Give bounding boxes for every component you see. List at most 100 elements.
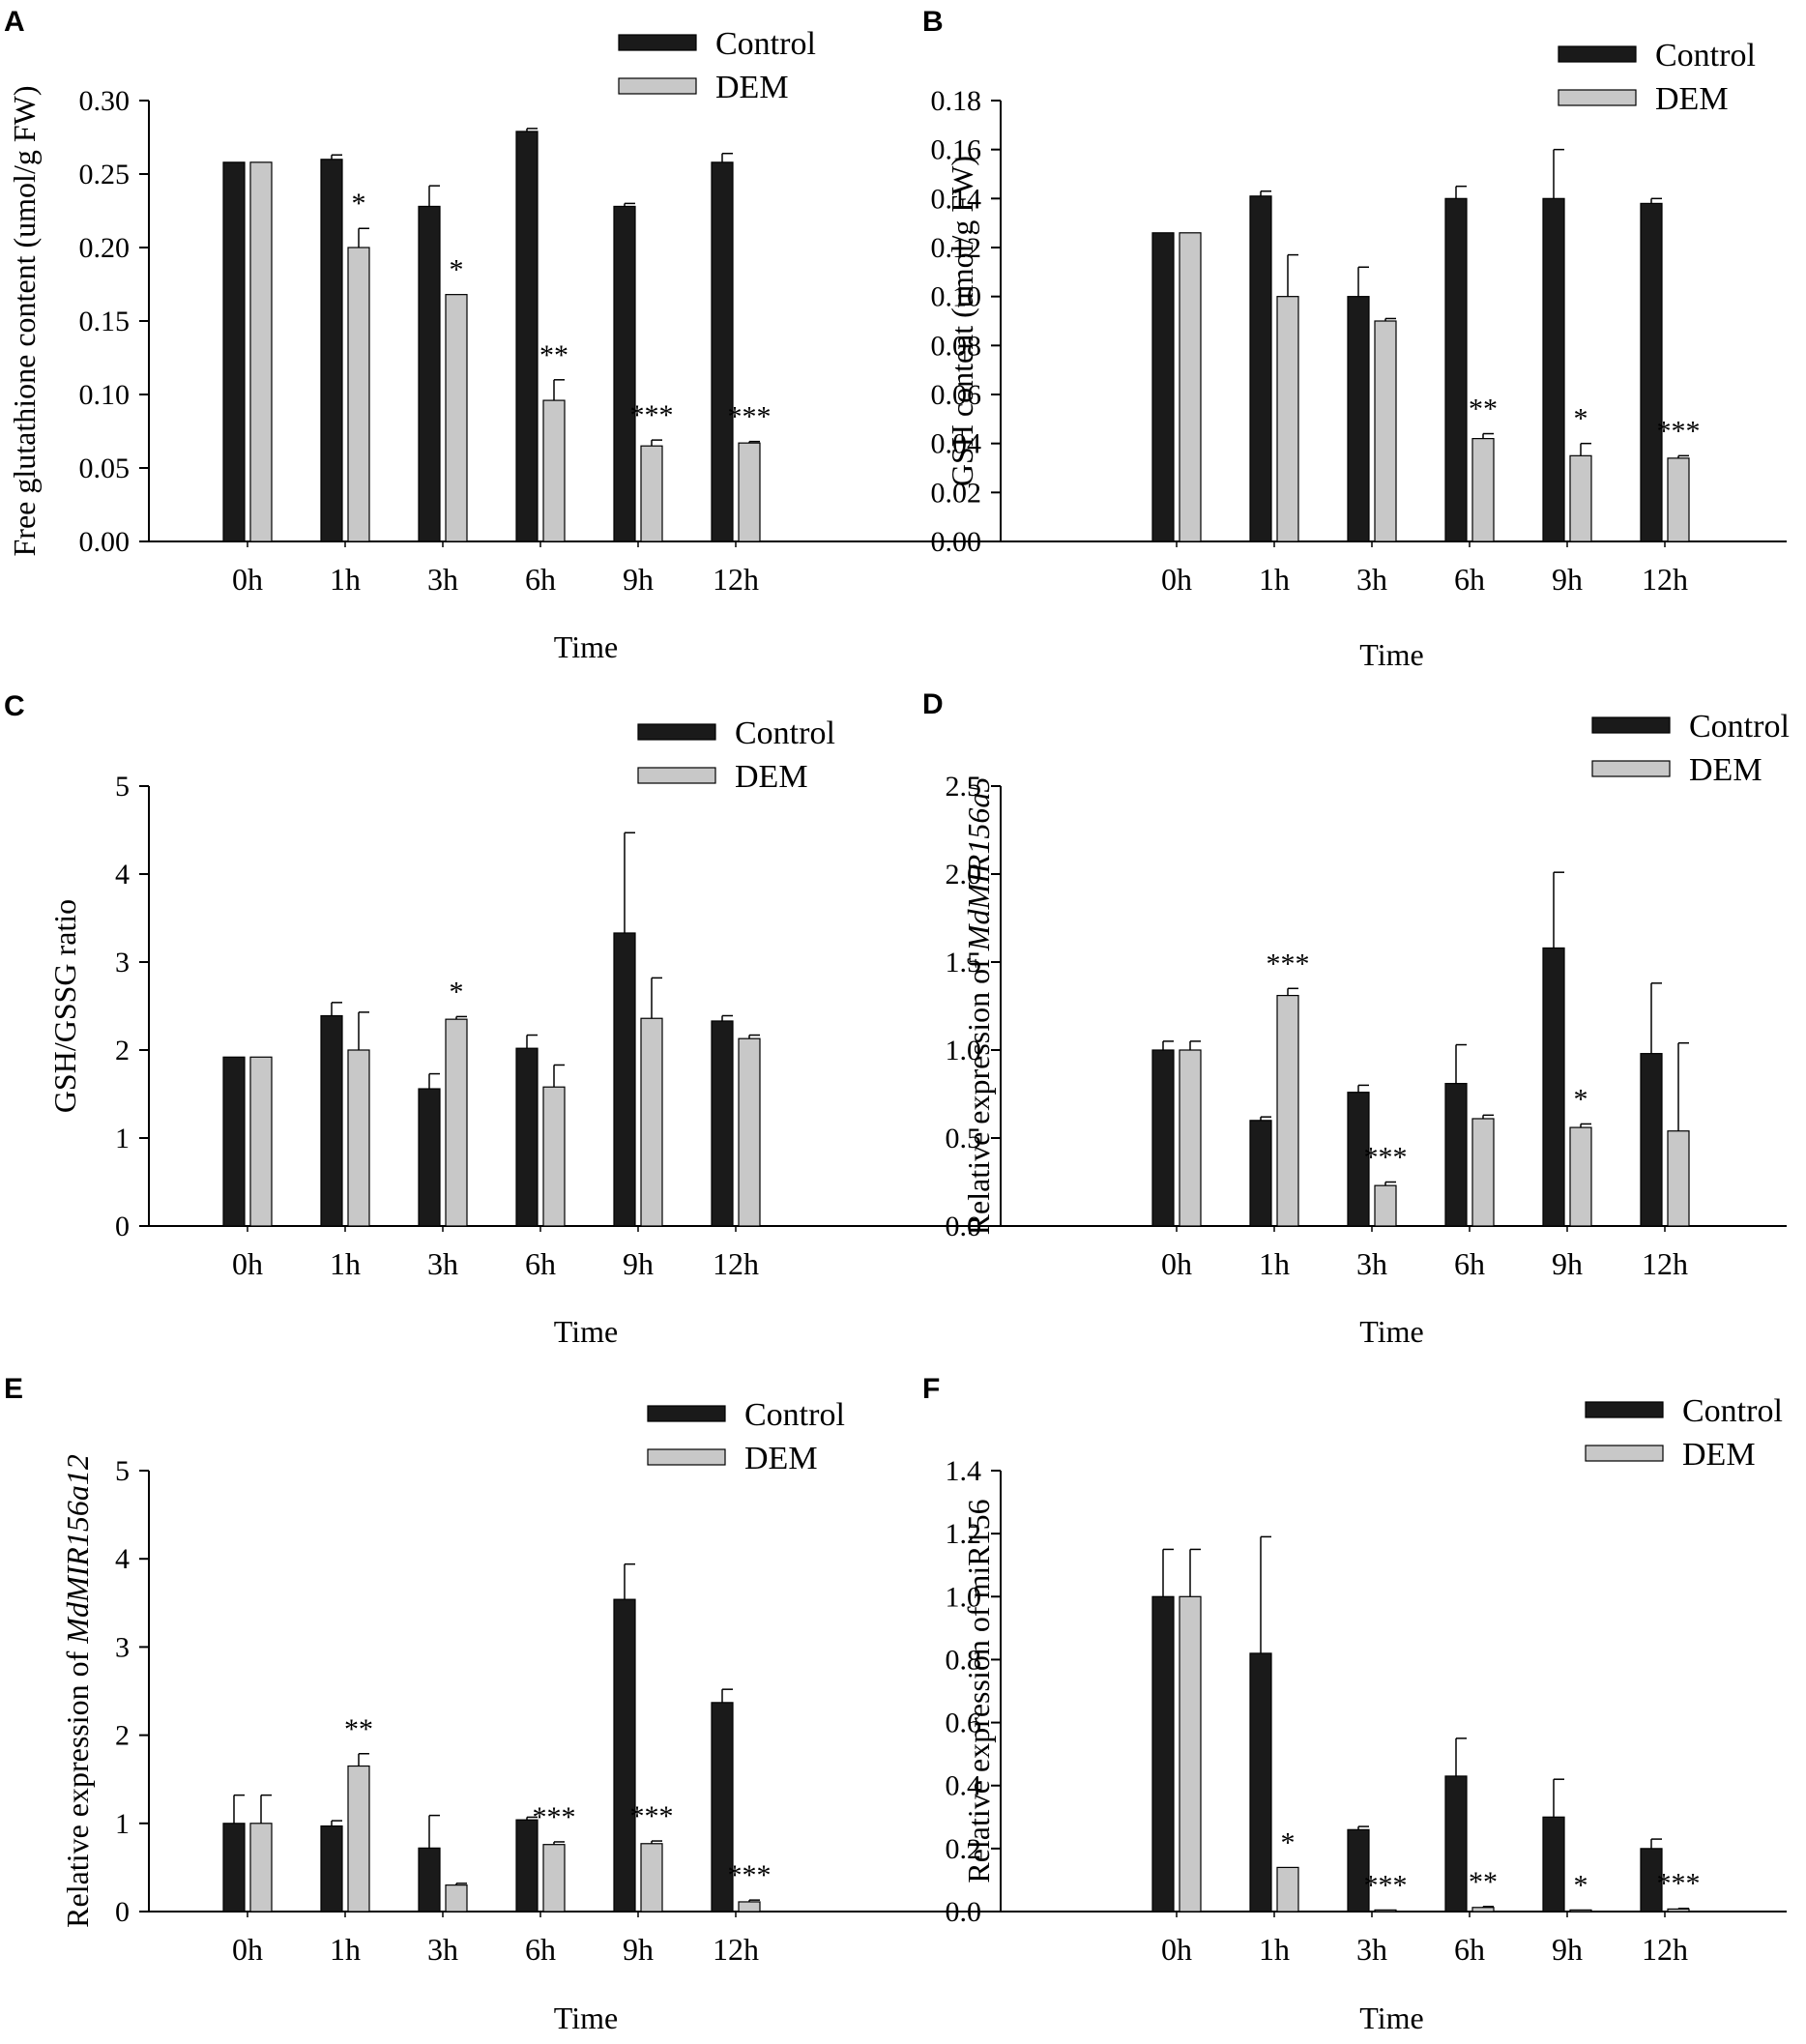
bar-control-6h: [1444, 1775, 1468, 1913]
legend-swatch-dem: [647, 1448, 726, 1466]
bar-dem-1h: [1276, 994, 1299, 1227]
x-category-label: 9h: [623, 1246, 654, 1281]
bar-dem-12h: [738, 442, 761, 542]
significance-label: **: [344, 1713, 373, 1745]
x-category-label: 9h: [1552, 1246, 1583, 1281]
y-tick-label: 1: [115, 1123, 130, 1154]
x-category-label: 6h: [1454, 562, 1485, 597]
y-tick-label: 4: [115, 859, 130, 891]
bar-dem-6h: [1471, 1907, 1495, 1913]
panel-letter: A: [4, 6, 25, 38]
legend-label-dem: DEM: [1682, 1437, 1756, 1473]
legend-swatch-control: [1585, 1401, 1664, 1418]
bar-control-12h: [1640, 202, 1663, 542]
y-tick-label: 0.18: [931, 85, 982, 117]
y-tick-label: 0.00: [79, 526, 131, 558]
bar-dem-12h: [1667, 1908, 1690, 1913]
y-axis-title-text: Free glutathione content (umol/g FW): [7, 86, 42, 557]
y-axis-title: Relative expression of MdMIR156a5: [961, 777, 996, 1236]
legend-label-control: Control: [1682, 1393, 1783, 1429]
x-category-label: 0h: [232, 1246, 263, 1281]
x-category-label: 0h: [232, 1932, 263, 1967]
bar-control-3h: [418, 1088, 441, 1227]
x-category-label: 12h: [1642, 562, 1688, 597]
panel-letter: C: [4, 690, 25, 722]
legend-swatch-dem: [1558, 89, 1637, 106]
panel-letter: D: [922, 688, 944, 720]
significance-label: *: [352, 188, 366, 219]
y-axis-title-italic: MdMIR156a12: [60, 1454, 95, 1645]
legend-label-dem: DEM: [1689, 752, 1762, 788]
legend-swatch-control: [637, 723, 716, 741]
significance-label: ***: [1657, 1868, 1701, 1900]
bar-dem-12h: [738, 1037, 761, 1227]
y-tick-label: 0.05: [79, 453, 131, 484]
significance-label: *: [450, 254, 464, 286]
x-category-label: 3h: [1356, 562, 1387, 597]
legend-swatch-control: [647, 1405, 726, 1422]
y-tick-label: 0.02: [931, 477, 982, 509]
panel-c: C 0 1 2 3 4 5 GSH/GSSG ratio Time 0h 1h 3h * 6h 9h 12h C…: [4, 690, 1027, 1349]
significance-label: *: [1281, 1826, 1296, 1858]
bar-dem-1h: [347, 247, 370, 542]
bar-dem-3h: [1374, 320, 1397, 542]
legend-label-control: Control: [735, 715, 835, 751]
bar-dem-0h: [249, 1823, 273, 1913]
bar-dem-1h: [347, 1049, 370, 1227]
x-category-label: 12h: [713, 1932, 759, 1967]
bar-dem-3h: [445, 294, 468, 542]
x-category-label: 3h: [1356, 1246, 1387, 1281]
bar-dem-9h: [640, 1843, 663, 1913]
bar-dem-1h: [1276, 296, 1299, 542]
x-category-label: 1h: [1259, 562, 1290, 597]
x-category-label: 9h: [623, 562, 654, 597]
y-tick-label: 0: [115, 1896, 130, 1928]
x-category-label: 1h: [330, 1246, 361, 1281]
x-category-label: 1h: [330, 1932, 361, 1967]
bar-dem-9h: [1569, 454, 1592, 542]
y-tick-label: 0.0: [946, 1211, 982, 1242]
legend-swatch-dem: [637, 767, 716, 784]
bar-control-0h: [1151, 1595, 1175, 1913]
bar-control-9h: [1542, 947, 1565, 1227]
significance-label: *: [1574, 403, 1588, 435]
y-axis-title-text: Relative expression of: [60, 1644, 95, 1928]
y-tick-label: 3: [115, 947, 130, 978]
y-tick-label: 4: [115, 1543, 130, 1575]
y-axis-title: Free glutathione content (umol/g FW): [7, 86, 42, 557]
x-category-label: 9h: [1552, 1932, 1583, 1967]
bar-dem-9h: [640, 1017, 663, 1227]
y-tick-label: 0.16: [931, 134, 982, 166]
legend: Control DEM: [1585, 1393, 1783, 1473]
bar-control-9h: [1542, 1816, 1565, 1913]
bar-control-3h: [1347, 296, 1370, 542]
x-category-label: 1h: [1259, 1932, 1290, 1967]
y-tick-label: 0.6: [946, 1708, 982, 1739]
legend-swatch-dem: [1585, 1445, 1664, 1462]
legend-swatch-dem: [1591, 760, 1671, 777]
x-category-label: 0h: [1161, 562, 1192, 597]
bar-dem-9h: [640, 445, 663, 542]
x-axis-title: Time: [1359, 2000, 1423, 2035]
legend: Control DEM: [647, 1397, 845, 1476]
bar-control-1h: [320, 1014, 343, 1227]
bar-dem-3h: [1374, 1909, 1397, 1913]
significance-label: ***: [1267, 948, 1310, 979]
significance-label: ***: [533, 1801, 576, 1833]
x-category-label: 6h: [525, 562, 556, 597]
y-tick-label: 0: [115, 1211, 130, 1242]
legend-label-control: Control: [1655, 38, 1756, 73]
legend-swatch-control: [618, 34, 697, 51]
x-axis-title: Time: [554, 1314, 618, 1349]
y-axis-title-italic: MdMIR156a5: [961, 777, 996, 952]
y-tick-label: 0.14: [931, 183, 982, 215]
legend-swatch-control: [1591, 716, 1671, 734]
panel-a: A 0.00 0.05 0.10 0.15 0.20 0.25 0.30 Free glutat…: [4, 6, 1027, 664]
bar-dem-0h: [1179, 232, 1202, 542]
bar-control-6h: [1444, 1082, 1468, 1227]
legend: Control DEM: [1591, 709, 1790, 788]
significance-label: **: [1469, 1866, 1498, 1898]
y-axis-title-text: Relative expression of: [961, 950, 996, 1235]
bar-dem-12h: [738, 1901, 761, 1913]
